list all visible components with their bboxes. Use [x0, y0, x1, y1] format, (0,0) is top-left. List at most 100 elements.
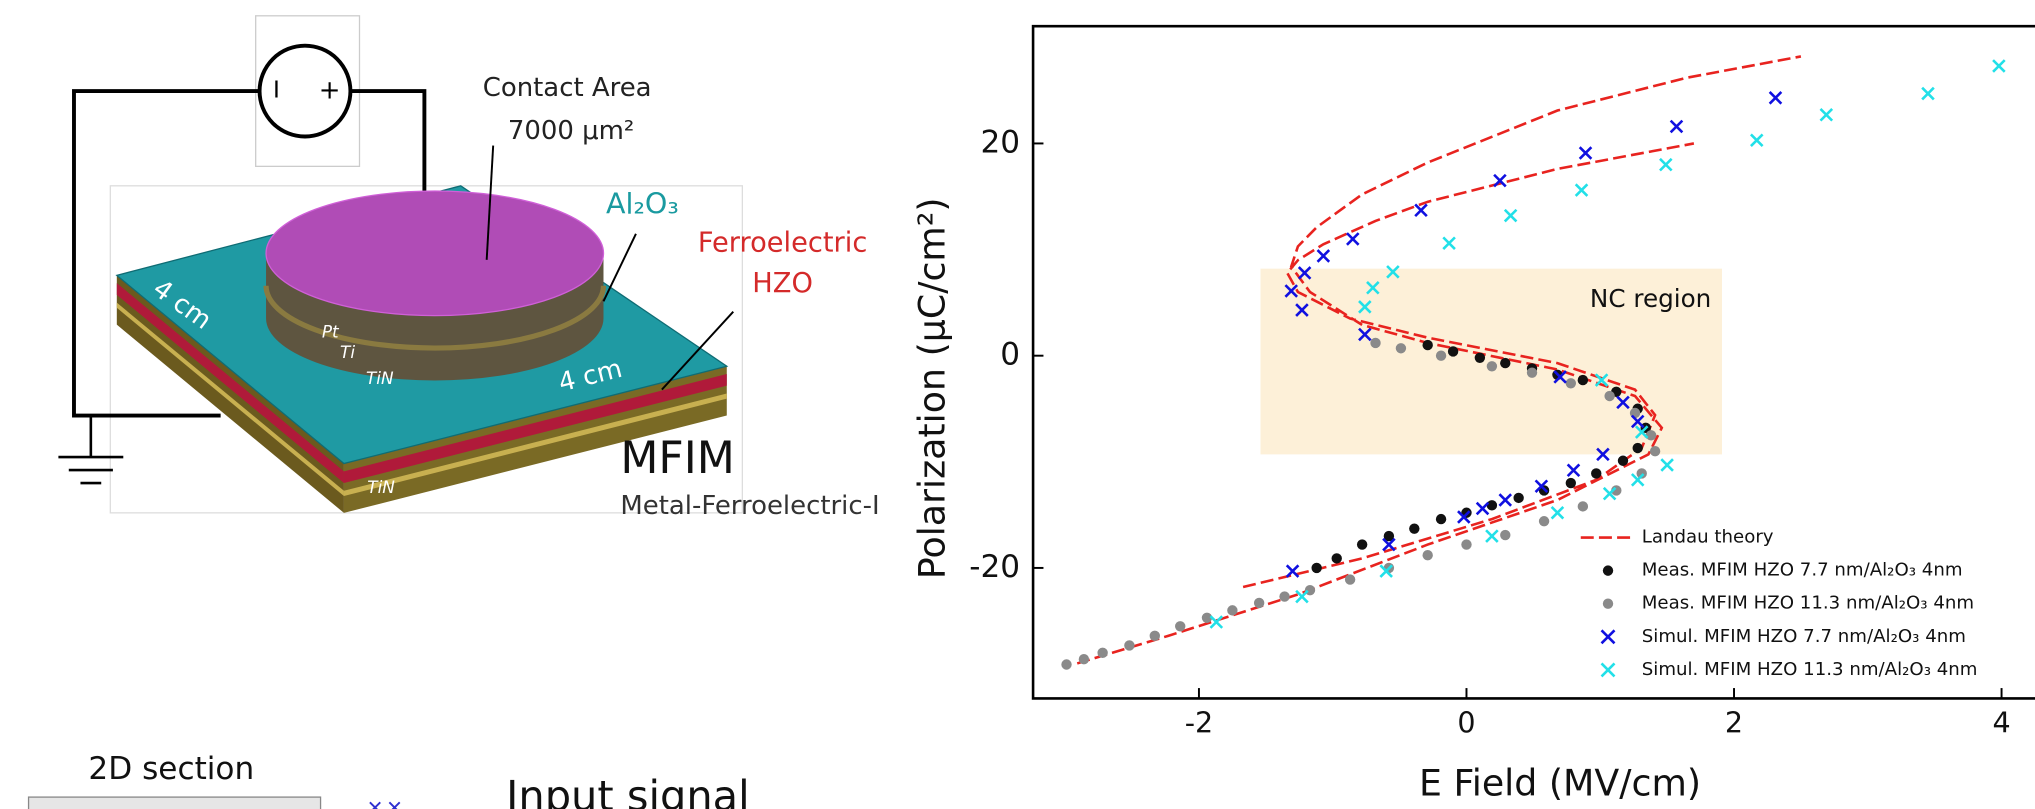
axis-frame	[1031, 24, 2035, 700]
data-dot	[1435, 513, 1447, 525]
data-cross	[1379, 564, 1393, 578]
legend-swatch	[1600, 629, 1616, 645]
data-dot	[1565, 378, 1577, 389]
data-cross	[1634, 425, 1649, 439]
data-cross	[1316, 249, 1331, 263]
data-cross	[1596, 447, 1610, 462]
data-dot	[1344, 574, 1356, 585]
label: MFIM	[620, 433, 735, 484]
data-cross	[1749, 133, 1764, 148]
data-cross	[1602, 486, 1617, 501]
legend-swatch	[1602, 565, 1614, 576]
x-axis-label: E Field (MV/cm)	[1419, 761, 1701, 804]
data-cross	[1550, 505, 1565, 520]
label: Ti	[340, 342, 355, 362]
data-cross	[1442, 236, 1456, 250]
data-dot	[1486, 361, 1498, 372]
section-box	[27, 796, 322, 809]
data-cross	[1534, 479, 1549, 493]
device-diagram: I + Contact Area 7000 μm² Al₂O₃ Ferroele…	[27, 15, 880, 809]
x-tick-label: 4	[1992, 705, 2010, 739]
data-cross	[1498, 493, 1513, 507]
data-dot	[1649, 446, 1661, 457]
data-cross	[1457, 510, 1471, 524]
data-dot	[1149, 630, 1160, 642]
data-dot	[1279, 591, 1290, 602]
data-cross	[1553, 370, 1567, 384]
label: 2D section	[88, 751, 254, 787]
data-dot	[1617, 455, 1629, 466]
data-cross	[1660, 458, 1674, 472]
data-dot	[1604, 390, 1615, 402]
data-dot	[1447, 346, 1459, 357]
source-plus: +	[319, 76, 341, 106]
data-cross	[1209, 615, 1224, 629]
x-tick-label: 0	[1457, 705, 1475, 739]
data-dot	[1577, 374, 1589, 386]
data-dot	[1395, 343, 1407, 354]
data-cross	[1295, 589, 1309, 604]
wire	[72, 89, 260, 418]
legend-swatch	[1600, 662, 1616, 678]
data-dot	[1356, 539, 1368, 550]
data-dot	[1201, 612, 1213, 623]
label: Input signal	[506, 772, 749, 809]
data-cross	[1414, 203, 1428, 218]
data-dot	[1565, 477, 1577, 489]
legend-label: Simul. MFIM HZO 11.3 nm/Al₂O₃ 4nm	[1642, 659, 1978, 680]
x-tick-label: -2	[1185, 705, 1213, 739]
electrode-top	[265, 190, 605, 317]
data-cross	[1503, 208, 1518, 223]
data-dot	[1370, 337, 1381, 349]
data-dot	[1422, 339, 1433, 351]
data-cross	[1386, 265, 1400, 279]
data-dot	[1124, 640, 1135, 651]
data-dot	[1078, 654, 1090, 665]
data-cross	[1819, 108, 1834, 122]
label: 7000 μm²	[508, 116, 634, 146]
data-cross	[1475, 501, 1490, 516]
data-cross	[1669, 119, 1684, 134]
data-dot	[1632, 442, 1643, 454]
label: Al₂O₃	[606, 186, 679, 220]
data-cross	[1382, 537, 1396, 552]
label: HZO	[752, 268, 813, 299]
data-dot	[1097, 647, 1108, 659]
data-cross	[1358, 327, 1372, 342]
data-cross	[1594, 373, 1609, 387]
data-cross	[1284, 284, 1299, 298]
data-dot	[1538, 516, 1550, 527]
data-dot	[1474, 352, 1486, 364]
arrow	[661, 311, 734, 391]
label: Ferroelectric	[698, 228, 867, 259]
data-cross	[1659, 157, 1673, 172]
legend-label: Landau theory	[1642, 527, 1774, 548]
data-dot	[1513, 492, 1524, 504]
data-cross	[1921, 86, 1935, 101]
data-cross	[1566, 463, 1581, 478]
x-tick-label: 2	[1725, 705, 1743, 739]
data-dot	[1500, 357, 1511, 369]
source-minus: I	[273, 76, 280, 104]
data-dot	[1311, 562, 1322, 574]
data-dot	[1577, 501, 1589, 512]
y-tick-label: 0	[1000, 337, 1020, 373]
data-dot	[1227, 605, 1238, 616]
data-cross	[1285, 564, 1300, 578]
data-dot	[1253, 597, 1265, 609]
data-dot	[1645, 430, 1657, 441]
tin-layer	[343, 393, 727, 496]
data-dot	[1422, 550, 1433, 561]
data-cross	[1630, 414, 1645, 429]
data-dot	[1175, 621, 1186, 632]
y-tick-label: -20	[969, 549, 1020, 585]
hzo-layer	[116, 283, 344, 484]
data-cross	[1346, 232, 1360, 246]
data-cross	[1578, 146, 1593, 160]
label: Contact Area	[483, 73, 652, 103]
data-cross	[1366, 281, 1380, 295]
data-cross	[1485, 529, 1499, 543]
landau-line	[1076, 55, 1802, 665]
